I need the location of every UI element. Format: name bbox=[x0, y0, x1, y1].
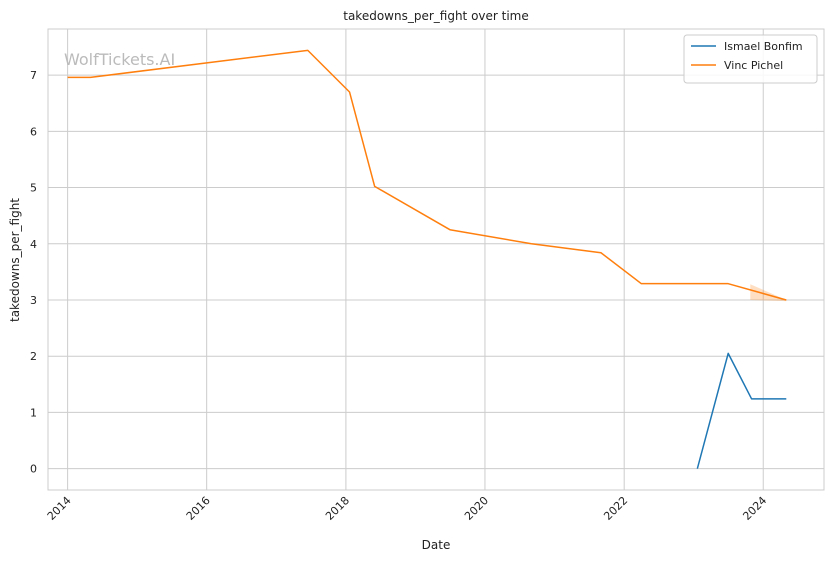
y-tick-label: 3 bbox=[30, 294, 37, 307]
chart-title: takedowns_per_fight over time bbox=[343, 9, 529, 23]
y-tick-label: 7 bbox=[30, 69, 37, 82]
series-line-vinc-pichel bbox=[67, 49, 787, 301]
legend-label: Ismael Bonfim bbox=[724, 40, 803, 53]
legend: Ismael Bonfim Vinc Pichel bbox=[683, 34, 818, 84]
series-layer bbox=[67, 49, 787, 469]
series-line-ismael-bonfim bbox=[696, 352, 787, 469]
legend-label: Vinc Pichel bbox=[724, 59, 783, 72]
grid bbox=[48, 29, 824, 490]
y-tick-label: 2 bbox=[30, 350, 37, 363]
watermark-logo: WolfTickets.AI bbox=[64, 50, 175, 69]
y-tick-label: 5 bbox=[30, 182, 37, 195]
x-axis-label: Date bbox=[422, 538, 451, 552]
y-tick-label: 4 bbox=[30, 238, 37, 251]
y-tick-labels: 0 1 2 3 4 5 6 7 bbox=[30, 69, 37, 476]
y-tick-label: 1 bbox=[30, 406, 37, 419]
legend-box bbox=[683, 34, 818, 84]
plot-frame bbox=[47, 28, 825, 491]
y-tick-label: 0 bbox=[30, 463, 37, 476]
y-tick-label: 6 bbox=[30, 125, 37, 138]
y-axis-label: takedowns_per_fight bbox=[8, 198, 22, 322]
